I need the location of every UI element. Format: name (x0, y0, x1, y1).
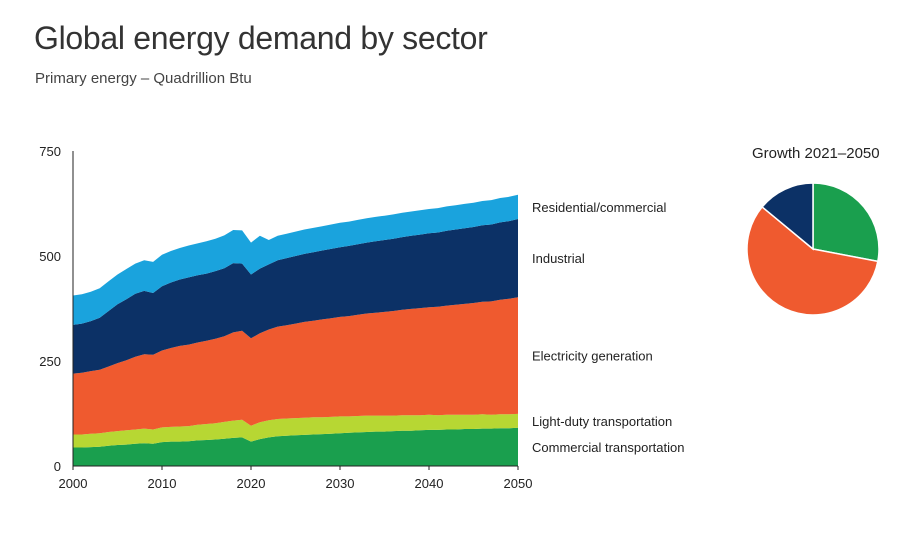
y-tick-label: 250 (39, 354, 61, 369)
growth-pie-chart (746, 182, 880, 316)
series-label-residential-commercial: Residential/commercial (532, 200, 666, 215)
series-label-industrial: Industrial (532, 251, 585, 266)
pie-slice-electricity-generation (746, 205, 879, 316)
y-tick-label: 0 (54, 459, 61, 474)
x-tick-label: 2040 (415, 476, 444, 491)
area-commercial-transportation (73, 427, 518, 466)
series-label-light-duty-transportation: Light-duty transportation (532, 414, 672, 429)
area-series-group (73, 194, 518, 466)
pie-slice-residential-commercial (761, 182, 814, 251)
x-tick-label: 2030 (326, 476, 355, 491)
x-tick-label: 2050 (504, 476, 533, 491)
x-tick-label: 2020 (237, 476, 266, 491)
area-light-duty-transportation (73, 413, 518, 448)
area-industrial (73, 219, 518, 374)
series-labels: Commercial transportation Light-duty tran… (532, 200, 684, 455)
page-title: Global energy demand by sector (34, 20, 488, 56)
page-subtitle: Primary energy – Quadrillion Btu (35, 70, 252, 87)
x-tick-label: 2010 (148, 476, 177, 491)
pie-slice-industrial (812, 182, 880, 263)
pie-title: Growth 2021–2050 (752, 145, 880, 162)
chart-axes: 0 250 500 750 2000 2010 2020 2030 2040 2050 (39, 144, 532, 491)
y-tick-label: 750 (39, 144, 61, 159)
x-tick-label: 2000 (59, 476, 88, 491)
area-electricity-generation (73, 297, 518, 435)
series-label-commercial-transportation: Commercial transportation (532, 440, 684, 455)
y-tick-label: 500 (39, 249, 61, 264)
area-residential-commercial (73, 194, 518, 325)
series-label-electricity-generation: Electricity generation (532, 349, 653, 364)
